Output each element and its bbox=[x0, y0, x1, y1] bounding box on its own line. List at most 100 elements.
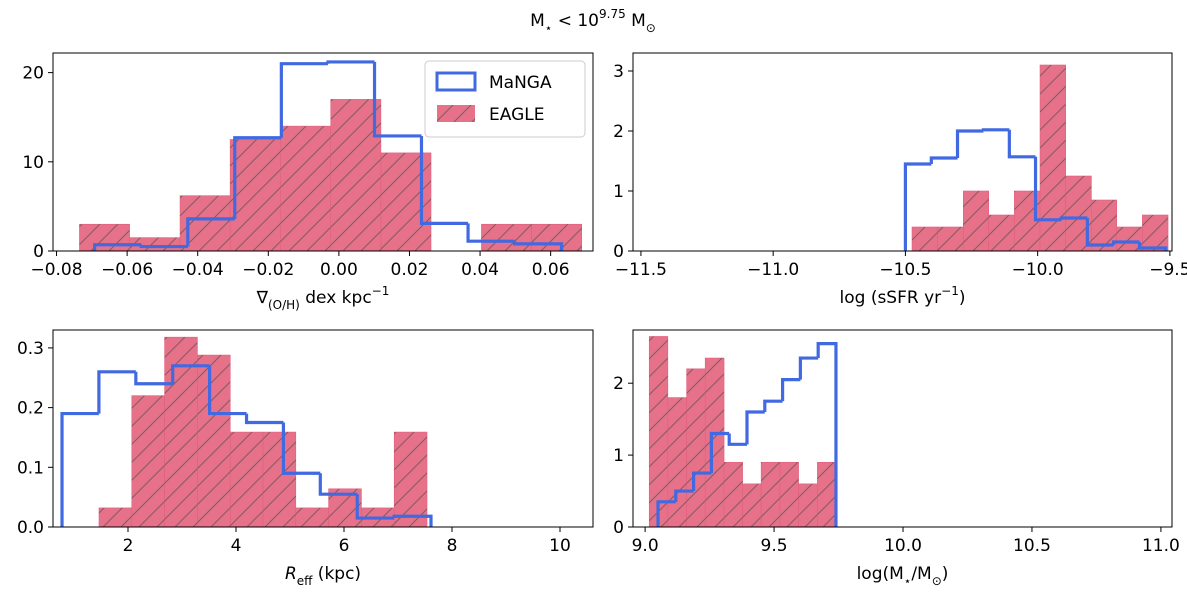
text-part: eff bbox=[297, 574, 313, 588]
x-tick-label: 9.0 bbox=[632, 536, 659, 556]
step-segment bbox=[692, 471, 712, 492]
panel: −0.08 −0.06 −0.04 −0.02 0.00 0.02 0.04 0.06 0 10 2… bbox=[22, 52, 594, 280]
text-part: log(M bbox=[857, 564, 904, 584]
bar-hatch bbox=[705, 358, 725, 527]
bar-hatch bbox=[1040, 65, 1066, 251]
step-segment bbox=[97, 370, 136, 414]
bar-hatch bbox=[481, 224, 532, 251]
plot-area bbox=[60, 336, 433, 527]
bar-hatch bbox=[394, 432, 428, 527]
axes-frame bbox=[632, 329, 1173, 528]
step-segment bbox=[955, 129, 984, 158]
x-tick-label: −0.02 bbox=[242, 260, 294, 280]
step-segment bbox=[392, 514, 433, 527]
text-part: −1 bbox=[941, 284, 959, 298]
step-segment bbox=[656, 500, 676, 527]
x-tick-label: 6 bbox=[339, 536, 350, 556]
step-segment bbox=[1111, 240, 1140, 245]
legend-label: MaNGA bbox=[489, 73, 552, 93]
step-segment bbox=[780, 378, 801, 402]
bar-hatch bbox=[197, 355, 231, 527]
plot-area bbox=[648, 336, 838, 527]
text-part: ⋆ bbox=[545, 21, 553, 35]
bar-hatch bbox=[230, 432, 264, 527]
bar-hatch bbox=[380, 152, 431, 251]
y-tick-label: 1 bbox=[613, 446, 624, 466]
y-tick-label: 0.0 bbox=[17, 518, 44, 538]
panel: −11.5 −11.0 −10.5 −10.0 −9.5 0 1 2 3 bbox=[613, 52, 1187, 280]
y-tick-label: 0.1 bbox=[17, 458, 44, 478]
x-tick-label: 0.04 bbox=[461, 260, 499, 280]
y-tick-label: 2 bbox=[613, 122, 624, 142]
y-tick-label: 2 bbox=[613, 374, 624, 394]
x-axis-label: log(M⋆/M⊙) bbox=[857, 564, 949, 588]
step-segment bbox=[233, 136, 282, 219]
axes-frame bbox=[52, 52, 594, 252]
bar-hatch bbox=[79, 224, 130, 251]
bar-hatch bbox=[798, 483, 818, 527]
step-segment bbox=[355, 494, 395, 520]
step-segment bbox=[981, 128, 1010, 132]
y-tick-label: 1 bbox=[613, 182, 624, 202]
x-tick-label: 0.06 bbox=[532, 260, 570, 280]
step-segment bbox=[466, 223, 515, 243]
bar-hatch bbox=[817, 462, 836, 527]
text-part: ⊙ bbox=[932, 574, 942, 588]
step-segment bbox=[1007, 129, 1036, 159]
x-tick-label: −9.5 bbox=[1149, 260, 1187, 280]
bar-hatch bbox=[230, 139, 281, 251]
step-segment bbox=[134, 371, 173, 386]
plot-area bbox=[79, 60, 583, 251]
step-segment bbox=[281, 422, 321, 475]
y-tick-label: 10 bbox=[22, 153, 44, 173]
panel: 2 4 6 8 10 0.0 0.1 0.2 0.3 bbox=[17, 329, 594, 556]
axes-frame bbox=[52, 329, 594, 528]
y-tick-label: 0.3 bbox=[17, 339, 44, 359]
bar-hatch bbox=[164, 337, 198, 527]
step-segment bbox=[419, 135, 469, 225]
step-segment bbox=[929, 156, 958, 164]
x-tick-label: −10.0 bbox=[1012, 260, 1064, 280]
legend: MaNGA EAGLE bbox=[424, 60, 586, 138]
x-axis-label: log (sSFR yr−1) bbox=[840, 284, 966, 308]
step-segment bbox=[1033, 156, 1062, 222]
text-part: log (sSFR yr bbox=[840, 288, 942, 308]
step-segment bbox=[1085, 218, 1114, 247]
legend-label: EAGLE bbox=[489, 105, 544, 125]
text-part: ⋆ bbox=[904, 574, 912, 588]
x-tick-label: −0.08 bbox=[30, 260, 82, 280]
text-part: −1 bbox=[372, 284, 390, 298]
bar-hatch bbox=[780, 462, 799, 527]
step-segment bbox=[798, 356, 819, 380]
step-segment bbox=[763, 399, 783, 412]
figure-title: M⋆ < 109.75 M⊙ bbox=[530, 7, 656, 35]
bar-hatch bbox=[742, 483, 762, 527]
y-tick-label: 0 bbox=[613, 242, 624, 262]
text-part: M bbox=[530, 11, 545, 31]
x-tick-label: 11.0 bbox=[1142, 536, 1180, 556]
bar-hatch bbox=[988, 215, 1015, 251]
legend-swatch bbox=[435, 71, 477, 92]
step-segment bbox=[186, 217, 235, 247]
text-part: < 10 bbox=[552, 11, 599, 31]
step-segment bbox=[816, 342, 838, 527]
legend-swatch-hatch bbox=[437, 105, 475, 122]
step-segment bbox=[93, 243, 142, 251]
text-part: (kpc) bbox=[312, 564, 361, 584]
text-part: ∇ bbox=[256, 288, 269, 308]
x-tick-label: −10.5 bbox=[879, 260, 931, 280]
x-tick-label: 4 bbox=[231, 536, 242, 556]
x-tick-label: −11.5 bbox=[615, 260, 667, 280]
step-segment bbox=[1137, 242, 1168, 251]
bar-hatch bbox=[937, 227, 964, 251]
bar-hatch bbox=[1142, 215, 1169, 251]
step-segment bbox=[727, 433, 747, 446]
step-segment bbox=[1059, 216, 1088, 220]
text-part: 9.75 bbox=[599, 7, 626, 21]
bar-hatch bbox=[330, 99, 381, 251]
axes-frame bbox=[632, 52, 1173, 252]
plot-area bbox=[903, 64, 1169, 251]
text-part: M bbox=[626, 11, 646, 31]
step-segment bbox=[372, 61, 422, 138]
